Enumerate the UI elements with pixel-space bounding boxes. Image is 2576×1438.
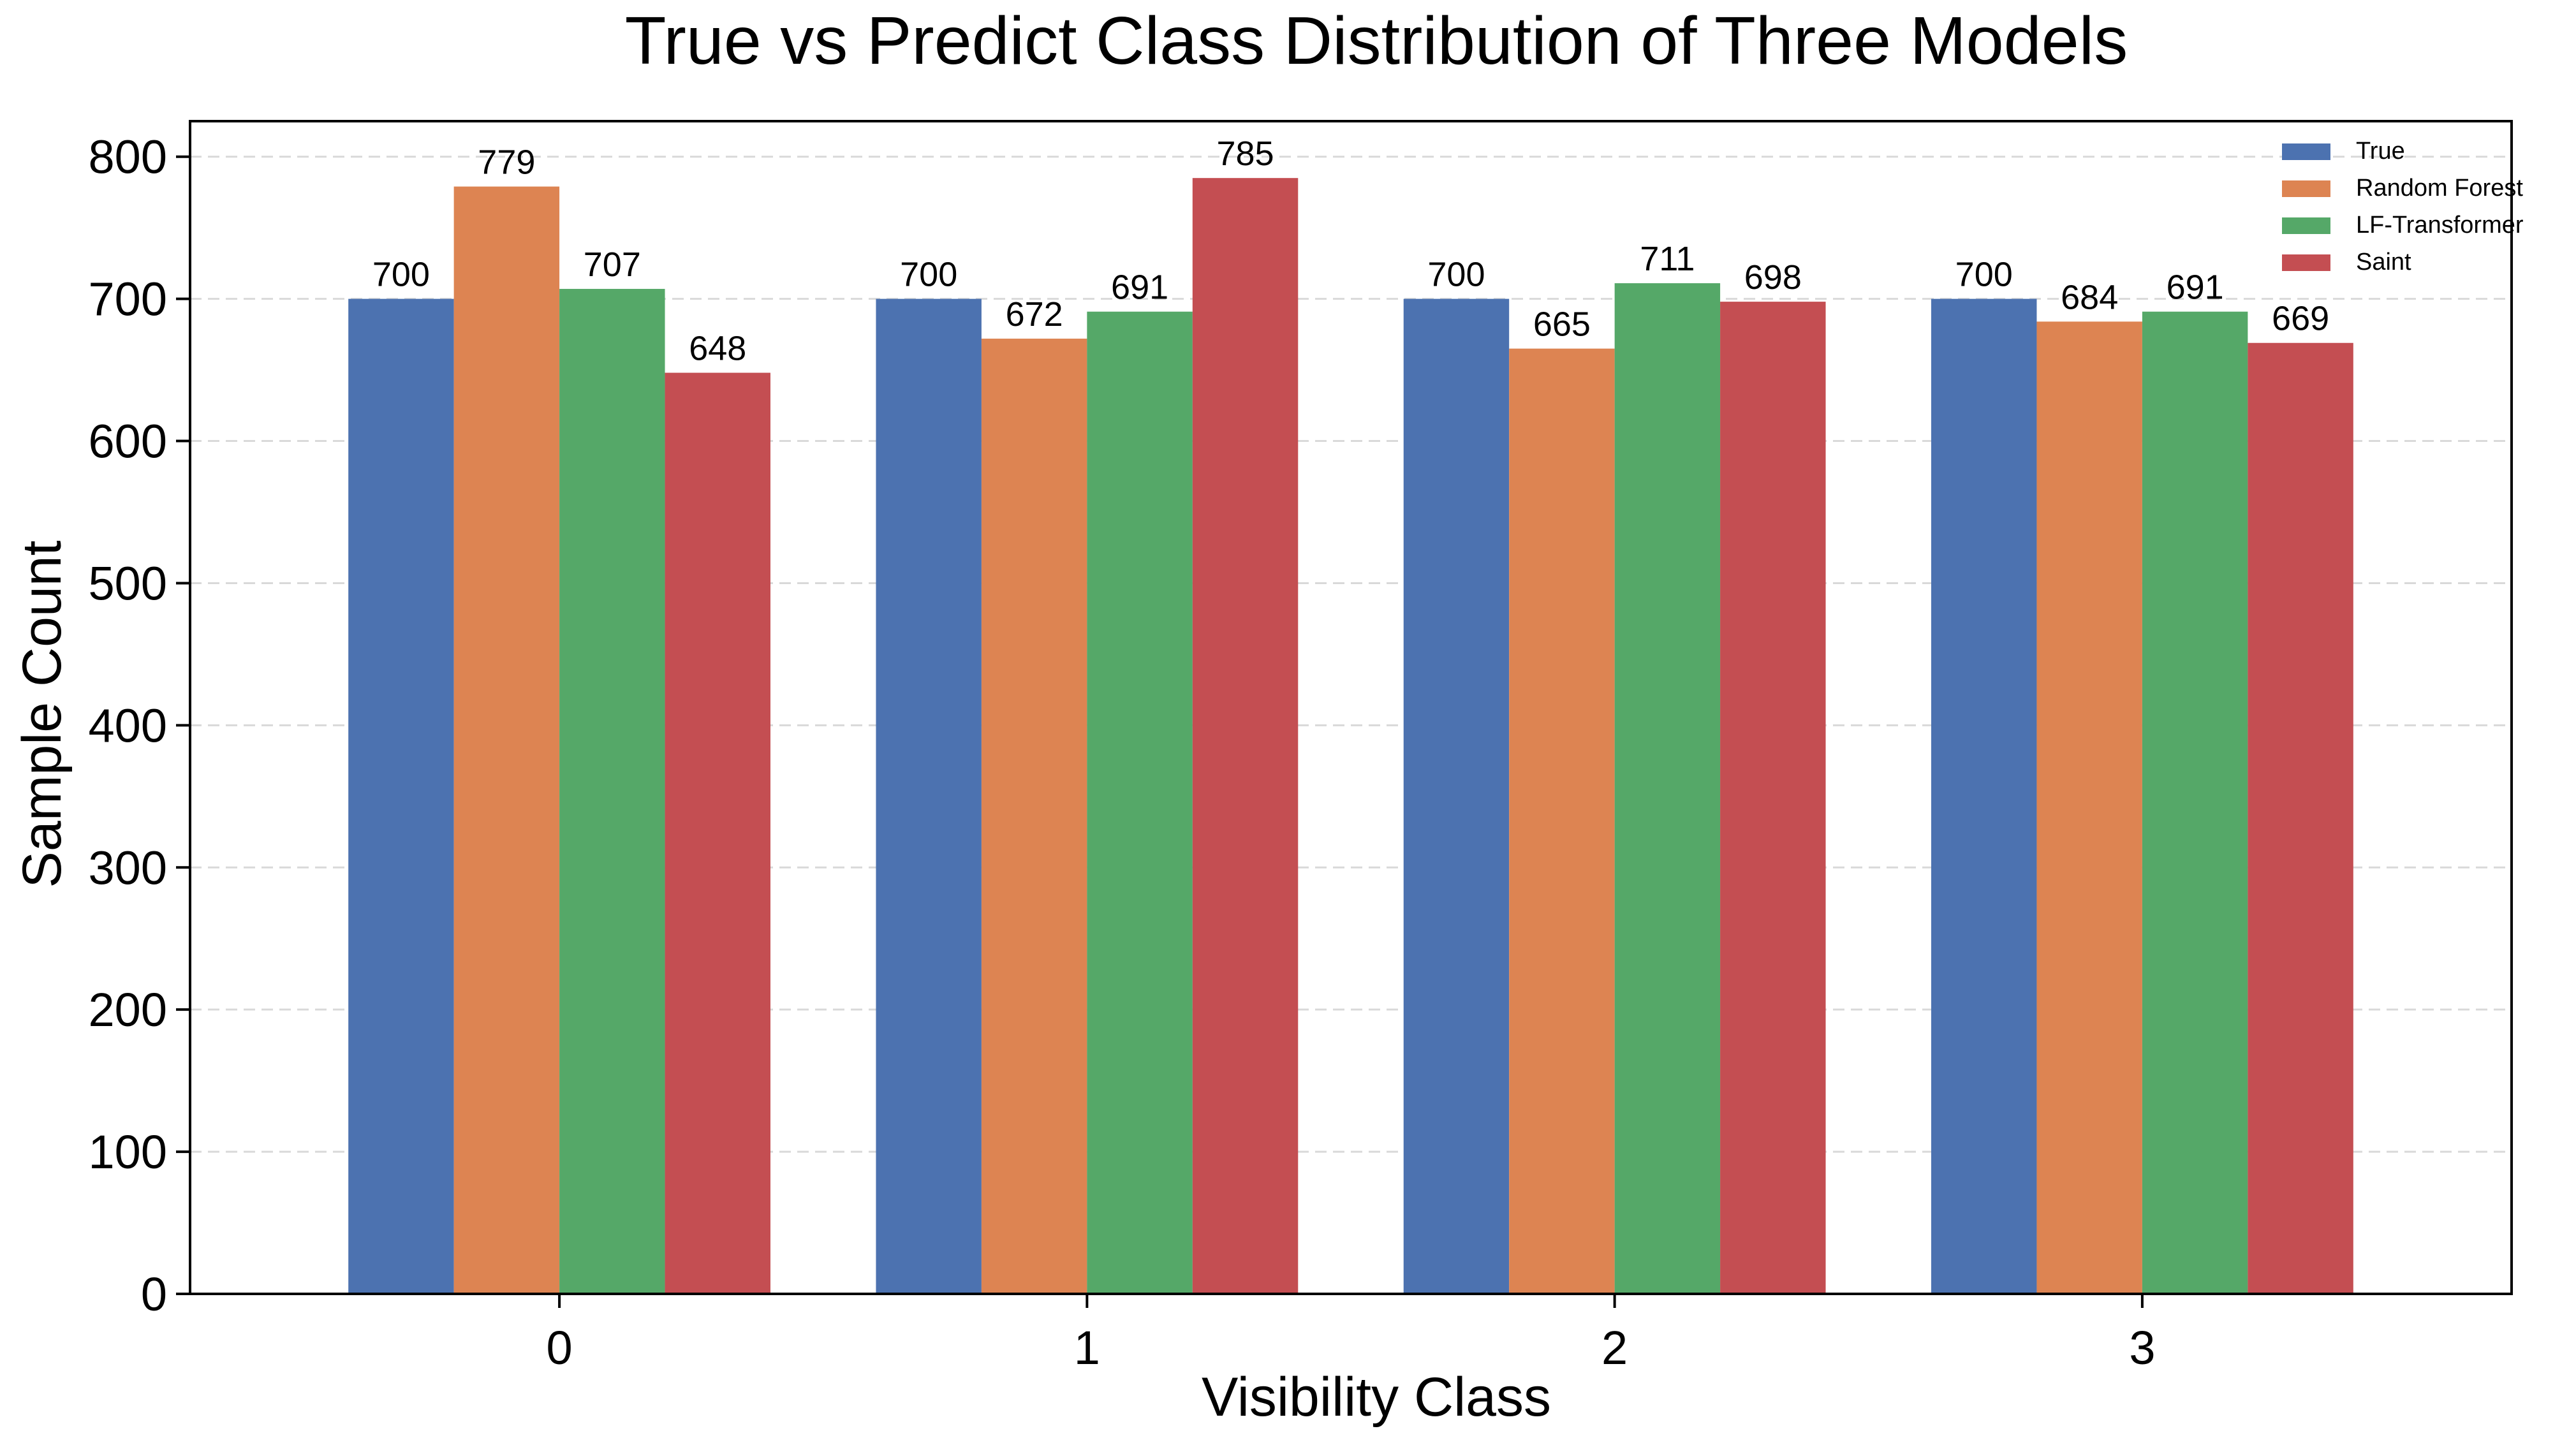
y-tick-label: 200 [89,983,167,1036]
legend-swatch [2282,217,2330,234]
bar [1931,298,2037,1294]
y-axis: 0 100 200 300 400 500 600 700 800 [89,131,190,1321]
legend-swatch [2282,143,2330,160]
value-label: 648 [689,330,746,368]
value-label: 711 [1640,240,1695,278]
bar [1720,302,1826,1295]
x-axis-label: Visibility Class [1202,1367,1551,1428]
value-label: 700 [1427,256,1485,294]
y-tick-label: 500 [89,557,167,610]
value-label: 665 [1533,305,1591,344]
value-label: 700 [372,256,430,294]
bar [2248,342,2353,1294]
chart-title: True vs Predict Class Distribution of Th… [625,3,2128,78]
legend-label: True [2356,138,2405,165]
bar [453,186,560,1294]
bar [1403,298,1510,1294]
bar [876,298,982,1294]
bar [665,372,770,1294]
legend-swatch [2282,180,2330,197]
value-label: 700 [1955,256,2013,294]
y-tick-label: 400 [89,699,167,752]
bar [348,298,454,1294]
x-axis: 0 1 2 3 [547,1294,2155,1374]
value-label: 691 [2167,268,2224,307]
y-tick-label: 100 [89,1126,167,1178]
bar [559,289,665,1294]
legend-swatch [2282,254,2330,271]
legend: True Random Forest LF-Transformer Saint [2282,138,2524,275]
value-label: 669 [2272,300,2329,338]
legend-label: Saint [2356,249,2411,275]
value-label: 684 [2061,278,2118,316]
value-label: 698 [1744,258,1802,297]
value-label: 707 [584,246,641,284]
y-tick-label: 300 [89,841,167,894]
value-label: 691 [1111,268,1168,307]
value-label: 785 [1216,135,1274,173]
bars [348,178,2353,1295]
value-labels: 700 700 700 700 779 672 665 684 707 691 711 691 648 7… [372,135,2329,367]
value-label: 779 [478,143,535,182]
legend-label: Random Forest [2356,175,2523,202]
legend-label: LF-Transformer [2356,212,2524,238]
y-tick-label: 600 [89,415,167,468]
bar [1087,311,1193,1294]
plot-frame [189,120,2513,1295]
x-tick-label: 0 [547,1321,573,1374]
x-tick-label: 2 [1601,1321,1628,1374]
bar [981,339,1087,1294]
value-label: 672 [1006,295,1063,334]
bar [1192,178,1299,1295]
bar [1509,348,1615,1294]
x-tick-label: 1 [1074,1321,1100,1374]
bar [1614,283,1721,1295]
value-label: 700 [900,256,957,294]
x-tick-label: 3 [2129,1321,2155,1374]
y-tick-label: 0 [141,1268,167,1321]
y-axis-label: Sample Count [11,540,73,888]
bar [2036,321,2142,1295]
bar [2142,311,2248,1294]
y-tick-label: 700 [89,273,167,326]
y-tick-label: 800 [89,131,167,184]
